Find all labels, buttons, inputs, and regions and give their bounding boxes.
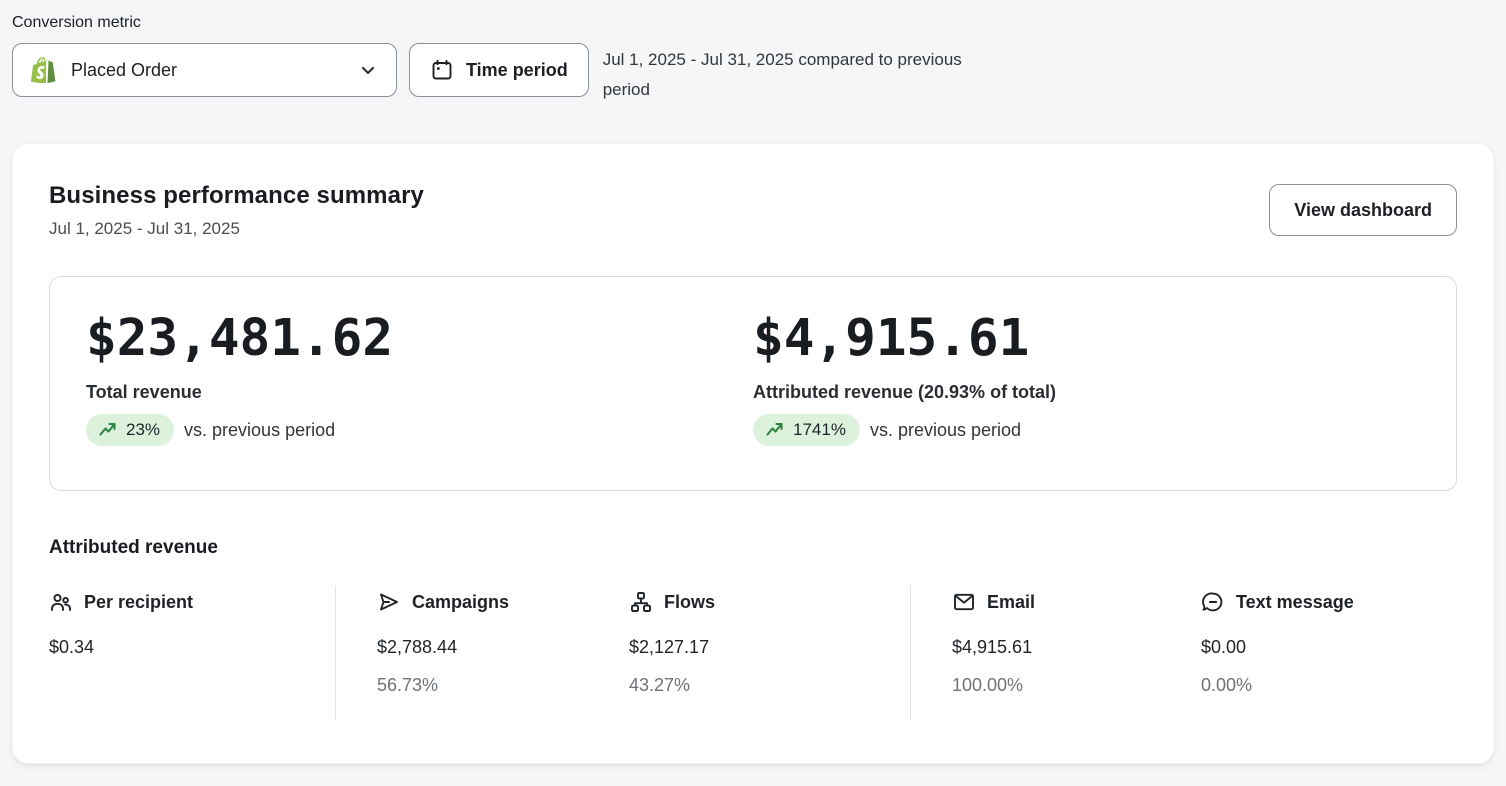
attr-col-value: $0.00 bbox=[1201, 637, 1247, 657]
toolbar-controls: Placed Order Time period Jul 1, 2025 - J… bbox=[12, 43, 1494, 105]
attributed-revenue-grid: Per recipient $0.34 Campaigns $2,788.44 … bbox=[49, 586, 1457, 720]
attr-col-value: $2,127.17 bbox=[629, 637, 710, 657]
attr-col-label: Flows bbox=[664, 591, 716, 612]
calendar-icon bbox=[430, 58, 454, 82]
change-suffix: vs. previous period bbox=[184, 419, 336, 440]
attr-col-value: $2,788.44 bbox=[377, 637, 458, 657]
attr-col-percent: 43.27% bbox=[629, 675, 691, 695]
change-badge: 1741% bbox=[753, 414, 860, 447]
send-icon bbox=[377, 590, 401, 614]
attr-col-percent: 56.73% bbox=[377, 675, 439, 695]
attr-col-percent: 0.00% bbox=[1201, 675, 1253, 695]
attr-col-flows: Flows $2,127.17 43.27% bbox=[629, 586, 911, 720]
card-date-range: Jul 1, 2025 - Jul 31, 2025 bbox=[49, 219, 240, 238]
stat-attributed-revenue: $4,915.61 Attributed revenue (20.93% of … bbox=[753, 309, 1420, 490]
attributed-revenue-change: 1741% vs. previous period bbox=[753, 414, 1420, 447]
total-revenue-change: 23% vs. previous period bbox=[86, 414, 753, 447]
flow-icon bbox=[629, 590, 653, 614]
attr-col-per-recipient: Per recipient $0.34 bbox=[49, 586, 336, 720]
conversion-metric-dropdown[interactable]: Placed Order bbox=[12, 43, 397, 97]
attr-col-campaigns: Campaigns $2,788.44 56.73% bbox=[336, 586, 629, 720]
conversion-metric-label: Conversion metric bbox=[12, 14, 141, 31]
attr-col-label: Text message bbox=[1236, 591, 1354, 612]
stat-total-revenue: $23,481.62 Total revenue 23% vs. previou… bbox=[86, 309, 753, 490]
stats-card: $23,481.62 Total revenue 23% vs. previou… bbox=[49, 276, 1457, 491]
change-badge: 23% bbox=[86, 414, 175, 447]
business-performance-card: Business performance summary Jul 1, 2025… bbox=[12, 143, 1494, 764]
conversion-metric-value: Placed Order bbox=[71, 59, 178, 80]
card-header: Business performance summary Jul 1, 2025… bbox=[49, 182, 1457, 239]
conversion-metric-toolbar: Conversion metric Placed Order bbox=[0, 0, 1506, 105]
chat-icon bbox=[1201, 590, 1225, 614]
card-title: Business performance summary bbox=[49, 182, 424, 209]
shopify-icon bbox=[31, 57, 57, 83]
trend-up-icon bbox=[765, 420, 785, 440]
attr-col-percent bbox=[49, 675, 335, 696]
attributed-revenue-label: Attributed revenue (20.93% of total) bbox=[753, 382, 1057, 403]
period-note: Jul 1, 2025 - Jul 31, 2025 compared to p… bbox=[602, 50, 962, 99]
total-revenue-label: Total revenue bbox=[86, 382, 202, 403]
attr-col-email: Email $4,915.61 100.00% bbox=[911, 586, 1201, 720]
email-icon bbox=[952, 590, 976, 614]
attr-col-value: $0.34 bbox=[49, 637, 95, 657]
people-icon bbox=[49, 590, 73, 614]
attr-col-label: Campaigns bbox=[412, 591, 510, 612]
total-revenue-value: $23,481.62 bbox=[86, 309, 394, 368]
change-percent: 23% bbox=[126, 420, 161, 440]
attr-col-value: $4,915.61 bbox=[952, 637, 1033, 657]
chevron-down-icon bbox=[358, 60, 378, 80]
attr-col-label: Per recipient bbox=[84, 591, 194, 612]
attributed-revenue-value: $4,915.61 bbox=[753, 309, 1030, 368]
attr-col-text-message: Text message $0.00 0.00% bbox=[1201, 586, 1457, 720]
view-dashboard-button[interactable]: View dashboard bbox=[1269, 184, 1457, 236]
attributed-revenue-heading: Attributed revenue bbox=[49, 537, 218, 558]
change-percent: 1741% bbox=[793, 420, 846, 440]
card-header-titles: Business performance summary Jul 1, 2025… bbox=[49, 182, 424, 239]
time-period-label: Time period bbox=[466, 59, 568, 80]
time-period-button[interactable]: Time period bbox=[409, 43, 589, 97]
attr-col-percent: 100.00% bbox=[952, 675, 1024, 695]
change-suffix: vs. previous period bbox=[869, 419, 1022, 440]
trend-up-icon bbox=[98, 420, 118, 440]
attr-col-label: Email bbox=[987, 591, 1036, 612]
